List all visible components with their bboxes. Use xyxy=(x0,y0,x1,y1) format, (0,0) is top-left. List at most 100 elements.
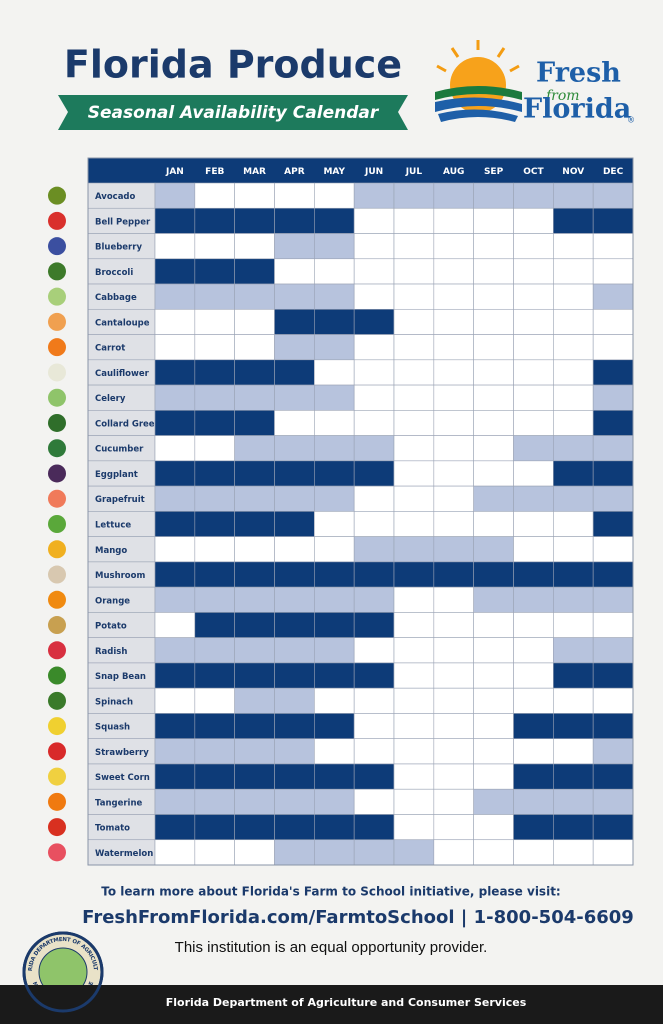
month-cell xyxy=(274,763,315,790)
month-cell xyxy=(194,612,235,638)
month-cell xyxy=(592,713,634,740)
month-cell xyxy=(314,713,355,740)
month-cell xyxy=(194,738,235,765)
month-cell xyxy=(433,410,474,436)
month-cell xyxy=(194,460,235,487)
produce-name: Sweet Corn xyxy=(95,773,150,783)
month-cell xyxy=(234,814,275,841)
month-cell xyxy=(553,334,594,361)
month-cell xyxy=(353,460,395,487)
month-cell xyxy=(473,485,514,512)
month-cell xyxy=(194,233,235,260)
month-cell xyxy=(433,233,474,260)
month-cell xyxy=(234,511,275,537)
month-cell xyxy=(154,207,196,234)
month-cell xyxy=(314,410,355,436)
produce-name: Potato xyxy=(95,622,127,632)
month-cell xyxy=(513,485,554,512)
month-cell xyxy=(194,586,235,613)
month-cell xyxy=(274,687,315,714)
month-cell xyxy=(513,814,554,841)
produce-name: Eggplant xyxy=(95,470,138,480)
month-cell xyxy=(553,511,594,537)
month-cell xyxy=(433,182,474,209)
month-cell xyxy=(513,788,554,815)
month-cell xyxy=(473,258,514,285)
name-cell xyxy=(87,536,156,563)
produce-icon xyxy=(48,312,66,331)
month-cell xyxy=(393,359,435,386)
month-cell xyxy=(393,839,435,866)
name-cell xyxy=(87,410,156,436)
month-cell xyxy=(234,687,275,714)
month-cell xyxy=(274,308,315,335)
wave xyxy=(438,109,518,122)
month-cell xyxy=(194,207,235,234)
month-cell xyxy=(513,182,554,209)
month-cell xyxy=(592,788,634,815)
month-cell xyxy=(473,308,514,335)
month-cell xyxy=(433,637,474,664)
month-cell xyxy=(513,713,554,740)
month-cell xyxy=(592,435,634,462)
produce-icon xyxy=(48,338,66,357)
month-cell xyxy=(314,384,355,411)
month-cell xyxy=(592,283,634,310)
name-cell xyxy=(87,485,156,512)
month-cell xyxy=(393,687,435,714)
month-cell xyxy=(314,359,355,386)
month-cell xyxy=(154,662,196,689)
produce-icon xyxy=(48,717,66,736)
name-cell xyxy=(87,687,156,714)
month-cell xyxy=(274,435,315,462)
month-cell xyxy=(194,283,235,310)
produce-name: Radish xyxy=(95,647,127,657)
month-cell xyxy=(393,612,435,638)
month-cell xyxy=(353,511,395,537)
month-cell xyxy=(154,384,196,411)
month-cell xyxy=(234,207,275,234)
month-cell xyxy=(473,662,514,689)
month-cell xyxy=(314,586,355,613)
month-cell xyxy=(353,738,395,765)
produce-name: Blueberry xyxy=(95,243,142,253)
produce-name: Cabbage xyxy=(95,293,137,303)
month-cell xyxy=(473,612,514,638)
sun-rays xyxy=(436,40,520,73)
month-cell xyxy=(194,687,235,714)
month-cell xyxy=(154,713,196,740)
produce-name: Tomato xyxy=(95,824,130,834)
month-cell xyxy=(194,713,235,740)
month-cell xyxy=(592,511,634,537)
month-cell xyxy=(234,283,275,310)
month-cell xyxy=(513,612,554,638)
month-cell xyxy=(393,410,435,436)
month-cell xyxy=(234,435,275,462)
name-cell xyxy=(87,334,156,361)
subtitle: Seasonal Availability Calendar xyxy=(88,103,380,123)
month-cell xyxy=(314,283,355,310)
month-cell xyxy=(433,308,474,335)
month-cell xyxy=(473,814,514,841)
month-cell xyxy=(592,612,634,638)
month-cell xyxy=(274,536,315,563)
month-cell xyxy=(553,561,594,588)
month-cell xyxy=(234,334,275,361)
month-cell xyxy=(314,258,355,285)
month-cell xyxy=(274,384,315,411)
month-cell xyxy=(154,814,196,841)
month-cell xyxy=(473,334,514,361)
month-cell xyxy=(393,637,435,664)
month-cell xyxy=(154,637,196,664)
month-cell xyxy=(353,536,395,563)
banner xyxy=(58,95,408,130)
month-cell xyxy=(194,763,235,790)
logo-word: from xyxy=(545,88,580,104)
month-cell xyxy=(353,233,395,260)
produce-icon xyxy=(48,641,66,660)
month-cell xyxy=(393,435,435,462)
title: Florida Produce xyxy=(64,43,402,87)
month-cell xyxy=(234,839,275,866)
month-cell xyxy=(553,586,594,613)
